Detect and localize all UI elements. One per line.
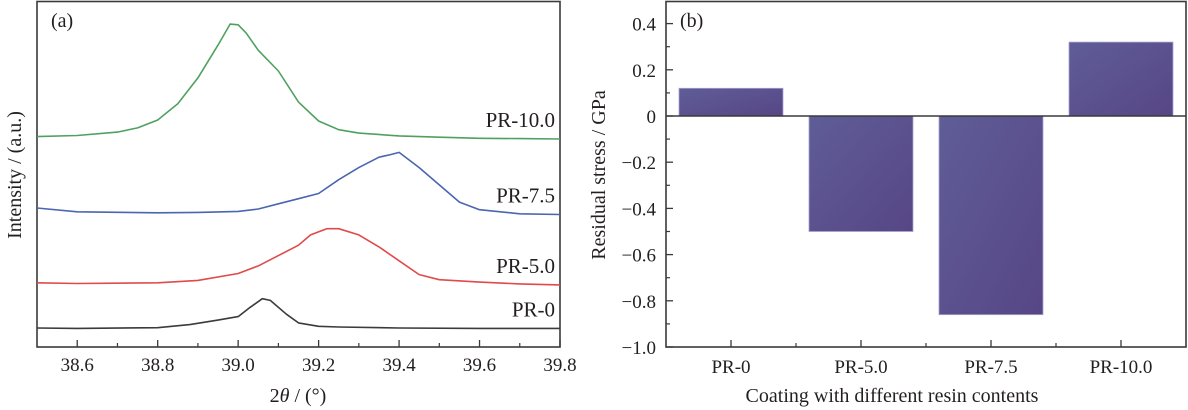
panel-a-curves (36, 23, 561, 330)
panel-a-series-labels: PR-10.0 PR-7.5 PR-5.0 PR-0 (486, 108, 555, 321)
bar-pr-10-0 (1068, 41, 1174, 117)
series-line-pr-10-0 (36, 23, 561, 140)
series-label: PR-0 (512, 297, 555, 321)
panel-b-label: (b) (680, 10, 703, 32)
x-title-theta: θ (280, 385, 290, 407)
y-tick-label: 0.2 (632, 61, 656, 82)
y-tick-label: −0.2 (622, 153, 656, 174)
bar-pr-5-0 (808, 115, 914, 232)
x-tick-label: PR-0 (711, 357, 750, 378)
series-label: PR-7.5 (496, 184, 555, 208)
panel-a-x-axis-title: 2θ / (°) (270, 385, 327, 407)
x-tick-label: 39.2 (302, 355, 335, 376)
panel-a-x-ticks: 38.6 38.8 39.0 39.2 39.4 39.6 39.8 (61, 340, 577, 376)
y-tick-label: −0.4 (622, 199, 657, 220)
x-tick-label: 39.6 (463, 355, 496, 376)
x-title-prefix: 2 (270, 385, 280, 407)
panel-b-bars (678, 41, 1174, 316)
x-tick-label: 39.4 (382, 355, 416, 376)
x-tick-label: PR-10.0 (1090, 357, 1153, 378)
y-tick-label: −1.0 (622, 338, 656, 359)
panel-a-label: (a) (51, 10, 73, 32)
y-tick-label: 0 (647, 107, 657, 128)
x-tick-label: 38.6 (61, 355, 94, 376)
x-tick-label: PR-5.0 (834, 357, 887, 378)
y-tick-label: 0.4 (632, 15, 656, 36)
x-tick-label: 38.8 (141, 355, 174, 376)
bar-pr-7-5 (938, 115, 1044, 316)
panel-b: 0.40.20−0.2−0.4−0.6−0.8−1.0 PR-0 PR-5.0 PR… (588, 0, 1187, 407)
panel-a-frame (36, 0, 561, 348)
y-tick-label: −0.8 (622, 292, 656, 313)
x-tick-label: 39.8 (543, 355, 576, 376)
x-tick-label: PR-7.5 (964, 357, 1017, 378)
series-line-pr-0 (36, 297, 560, 330)
panel-a: 38.6 38.8 39.0 39.2 39.4 39.6 39.8 PR-10.0 PR-7… (4, 0, 577, 407)
panel-b-y-axis-title: Residual stress / GPa (588, 90, 610, 260)
panel-b-x-ticks: PR-0 PR-5.0 PR-7.5 PR-10.0 (711, 340, 1152, 378)
panel-a-y-axis-title: Intensity / (a.u.) (4, 111, 26, 239)
bar-pr-0 (678, 87, 784, 117)
series-line-pr-5-0 (36, 227, 561, 286)
series-label: PR-5.0 (496, 254, 555, 278)
series-label: PR-10.0 (486, 108, 555, 132)
series-line-pr-7-5 (36, 151, 561, 216)
x-tick-label: 39.0 (222, 355, 255, 376)
panel-b-x-axis-title: Coating with different resin contents (746, 385, 1039, 407)
x-title-suffix: / (°) (289, 385, 326, 407)
y-tick-label: −0.6 (622, 246, 656, 267)
panel-b-y-ticks: 0.4 0.2 0 −0.2 −0.4 −0.6 −0.8 −1.0 (622, 15, 673, 359)
